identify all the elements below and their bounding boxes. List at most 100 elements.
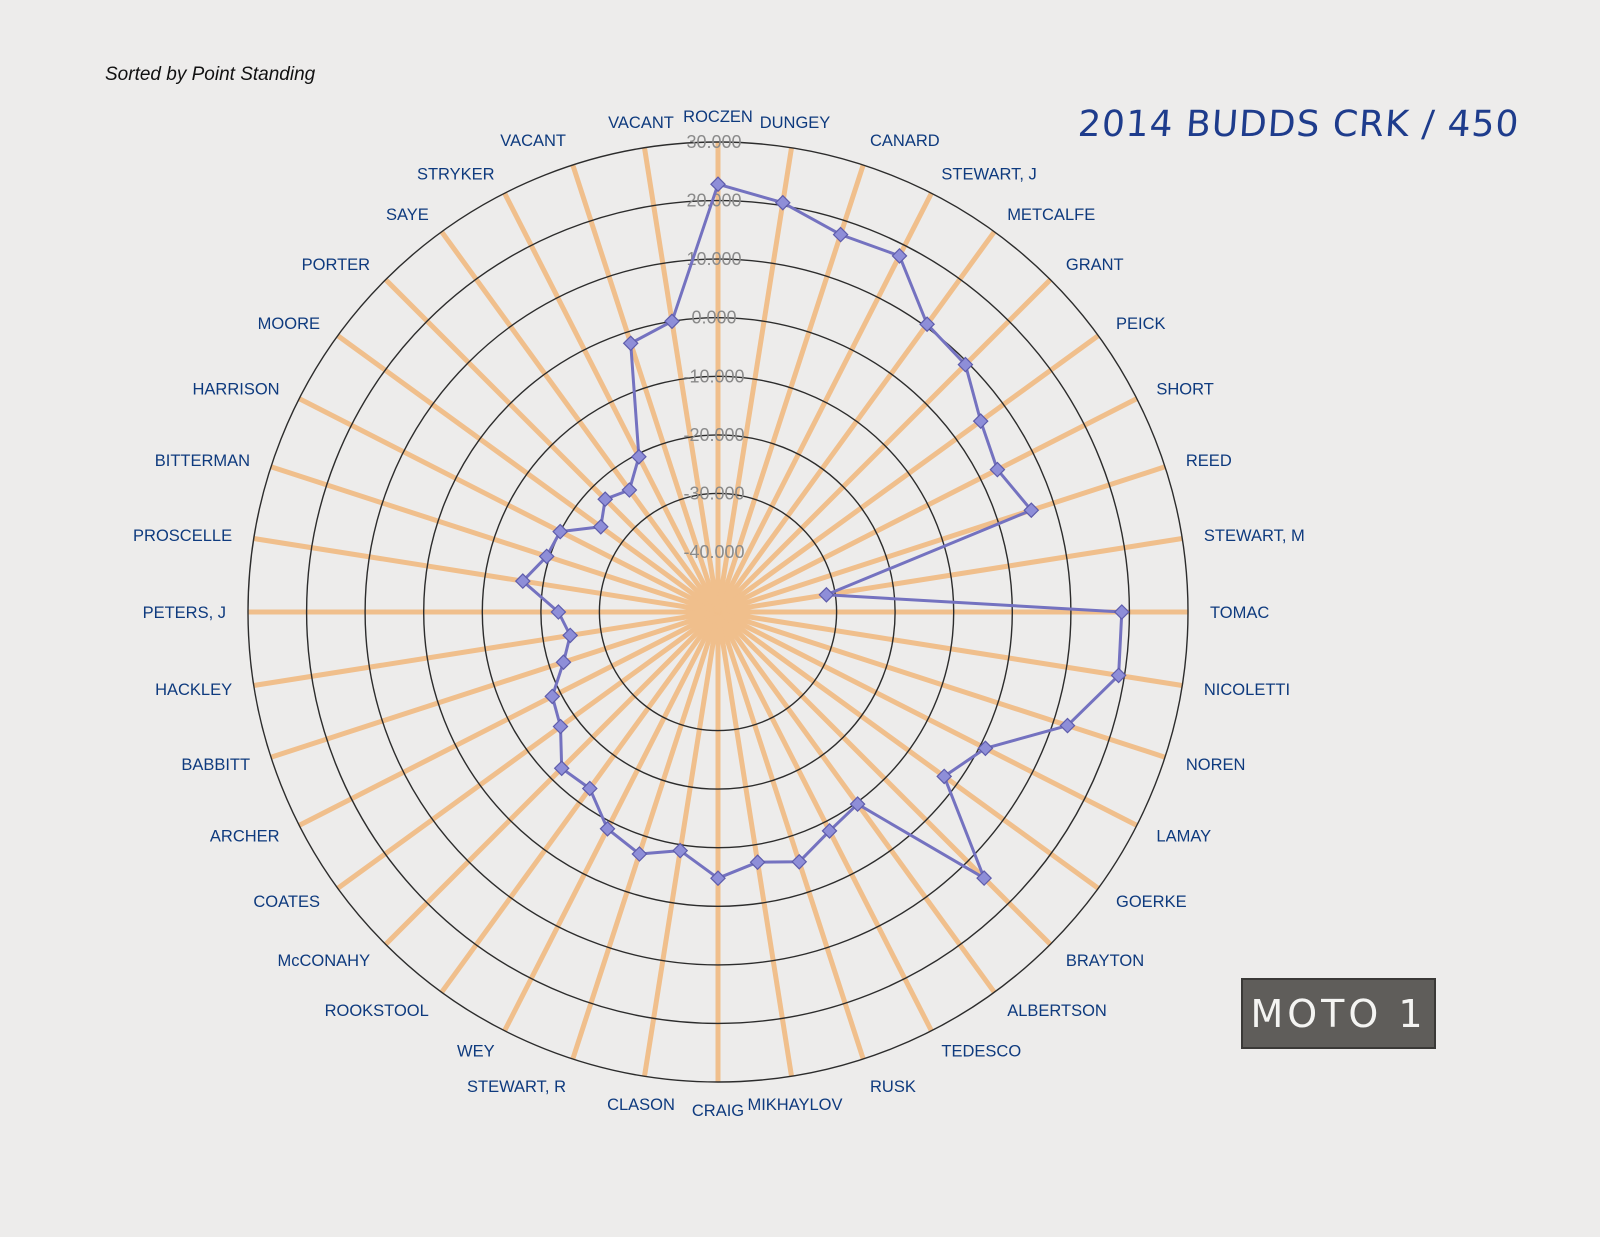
spoke bbox=[570, 164, 721, 613]
category-label: McCONAHY bbox=[278, 952, 371, 970]
grid-ring bbox=[423, 317, 1013, 907]
data-point bbox=[936, 768, 953, 785]
data-point bbox=[972, 413, 989, 430]
tick-label: -20.000 bbox=[683, 425, 744, 445]
category-label: STEWART, J bbox=[941, 166, 1036, 184]
grid-ring bbox=[598, 492, 838, 732]
category-label: METCALFE bbox=[1007, 206, 1095, 224]
category-label: GRANT bbox=[1066, 256, 1124, 274]
data-point bbox=[1113, 604, 1130, 620]
category-label: PORTER bbox=[302, 256, 371, 274]
data-point bbox=[562, 627, 579, 644]
data-point bbox=[622, 335, 639, 352]
spoke bbox=[716, 609, 1138, 828]
moto-badge: MOTO 1 bbox=[1241, 978, 1436, 1049]
data-point bbox=[791, 853, 808, 870]
data-point bbox=[710, 870, 726, 887]
data-point bbox=[553, 760, 570, 777]
spoke bbox=[336, 333, 720, 615]
tick-label: -10.000 bbox=[683, 366, 744, 386]
data-point bbox=[631, 846, 648, 862]
data-point bbox=[821, 822, 838, 839]
spoke bbox=[383, 610, 720, 947]
spoke bbox=[298, 396, 720, 615]
category-label: ROCZEN bbox=[683, 108, 753, 126]
category-label: ROOKSTOOL bbox=[325, 1002, 429, 1020]
category-label: NICOLETTI bbox=[1204, 681, 1290, 699]
category-label: VACANT bbox=[608, 114, 674, 132]
category-label: SAYE bbox=[386, 206, 429, 224]
tick-label: 10.000 bbox=[686, 249, 741, 269]
data-point bbox=[1110, 667, 1127, 684]
data-point bbox=[957, 356, 974, 373]
data-point bbox=[1059, 717, 1076, 734]
category-label: MOORE bbox=[258, 315, 320, 333]
data-point bbox=[977, 740, 994, 757]
spoke bbox=[383, 277, 720, 614]
spoke bbox=[570, 611, 721, 1060]
spoke bbox=[717, 609, 1183, 688]
category-label: BABBITT bbox=[181, 756, 250, 774]
tick-label: 30.000 bbox=[686, 132, 741, 152]
category-label: NOREN bbox=[1186, 756, 1246, 774]
spoke bbox=[717, 609, 1166, 760]
category-label: BITTERMAN bbox=[155, 452, 250, 470]
category-label: PEICK bbox=[1116, 315, 1166, 333]
data-point bbox=[552, 523, 569, 540]
grid-ring bbox=[364, 258, 1072, 966]
data-point bbox=[976, 870, 993, 887]
data-point bbox=[989, 461, 1006, 478]
tick-label: 0.000 bbox=[691, 308, 736, 328]
spoke bbox=[642, 147, 721, 613]
category-label: VACANT bbox=[500, 132, 566, 150]
category-label: LAMAY bbox=[1156, 827, 1211, 845]
category-label: STRYKER bbox=[417, 166, 495, 184]
data-point bbox=[630, 448, 647, 465]
data-point bbox=[581, 780, 598, 797]
data-point bbox=[891, 247, 908, 264]
category-label: HARRISON bbox=[193, 381, 280, 399]
spoke bbox=[716, 609, 1100, 891]
category-label: COATES bbox=[253, 893, 320, 911]
spoke bbox=[715, 611, 866, 1060]
spoke bbox=[336, 609, 720, 891]
category-label: DUNGEY bbox=[760, 114, 831, 132]
spoke bbox=[716, 333, 1100, 615]
category-label: HACKLEY bbox=[155, 681, 232, 699]
grid-ring bbox=[247, 141, 1189, 1083]
category-label: WEY bbox=[457, 1042, 495, 1060]
tick-label: -40.000 bbox=[683, 542, 744, 562]
spoke bbox=[253, 609, 719, 688]
category-label: TOMAC bbox=[1210, 604, 1269, 622]
category-label: STEWART, R bbox=[467, 1078, 566, 1096]
data-point bbox=[1023, 502, 1040, 519]
data-point bbox=[544, 688, 561, 705]
data-point bbox=[919, 316, 936, 333]
category-label: STEWART, M bbox=[1204, 527, 1305, 545]
data-point bbox=[818, 586, 835, 603]
spoke bbox=[716, 396, 1138, 615]
spoke bbox=[715, 610, 934, 1032]
spoke bbox=[253, 536, 719, 615]
data-point bbox=[621, 482, 638, 498]
spoke bbox=[715, 147, 794, 613]
data-point bbox=[550, 604, 567, 620]
category-label: REED bbox=[1186, 452, 1232, 470]
category-label: CLASON bbox=[607, 1096, 675, 1114]
category-label: PROSCELLE bbox=[133, 527, 232, 545]
category-label: ARCHER bbox=[210, 827, 280, 845]
spoke bbox=[502, 192, 721, 614]
category-label: MIKHAYLOV bbox=[747, 1096, 842, 1114]
spoke bbox=[439, 230, 721, 614]
spoke bbox=[716, 277, 1053, 614]
category-label: RUSK bbox=[870, 1078, 916, 1096]
data-point bbox=[749, 854, 766, 871]
spoke bbox=[715, 611, 794, 1077]
tick-label-group: -40.000-30.000-20.000-10.0000.00010.0002… bbox=[683, 132, 744, 562]
data-point bbox=[664, 313, 680, 330]
category-label: PETERS, J bbox=[143, 604, 226, 622]
category-label: GOERKE bbox=[1116, 893, 1187, 911]
spoke-group bbox=[248, 142, 1188, 1082]
